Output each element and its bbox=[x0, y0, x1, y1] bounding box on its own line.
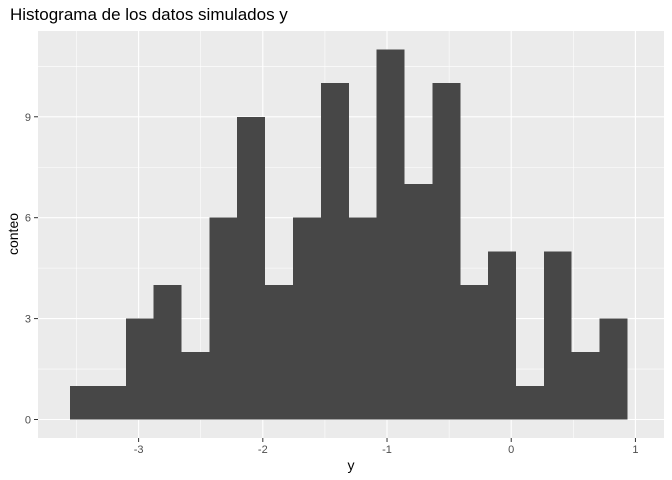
y-tick-label: 9 bbox=[25, 112, 31, 124]
histogram-bar bbox=[153, 284, 182, 420]
x-tick-label: 1 bbox=[632, 444, 638, 456]
histogram-bar bbox=[320, 83, 349, 420]
histogram-bar bbox=[209, 217, 238, 420]
x-axis-title: y bbox=[348, 457, 355, 473]
y-tick-label: 6 bbox=[25, 213, 31, 225]
x-tick-label: -3 bbox=[134, 444, 144, 456]
histogram-bars bbox=[70, 49, 628, 420]
histogram-bar bbox=[432, 83, 461, 420]
y-axis-ticks: 0 3 6 9 bbox=[25, 112, 38, 427]
x-tick-label: -1 bbox=[382, 444, 392, 456]
chart-title: Histograma de los datos simulados y bbox=[10, 5, 288, 24]
histogram-bar bbox=[125, 318, 154, 420]
histogram-bar bbox=[97, 385, 126, 420]
histogram-bar bbox=[292, 217, 321, 420]
histogram-bar bbox=[488, 251, 516, 420]
histogram-bar bbox=[515, 385, 544, 420]
y-tick-label: 3 bbox=[25, 314, 31, 326]
histogram-bar bbox=[460, 284, 489, 420]
histogram-bar bbox=[70, 385, 98, 420]
x-tick-label: -2 bbox=[258, 444, 268, 456]
histogram-bar bbox=[181, 352, 210, 420]
y-axis-title: conteo bbox=[5, 213, 21, 255]
histogram-bar bbox=[265, 284, 293, 420]
histogram-bar bbox=[543, 251, 572, 420]
histogram-bar bbox=[571, 352, 600, 420]
histogram-bar bbox=[237, 116, 266, 420]
histogram-bar bbox=[348, 217, 377, 420]
histogram-bar bbox=[599, 318, 628, 420]
histogram-bar bbox=[404, 184, 433, 420]
x-tick-label: 0 bbox=[508, 444, 514, 456]
histogram-bar bbox=[376, 49, 405, 420]
x-axis-ticks: -3 -2 -1 0 1 bbox=[134, 438, 638, 456]
y-tick-label: 0 bbox=[25, 415, 31, 427]
